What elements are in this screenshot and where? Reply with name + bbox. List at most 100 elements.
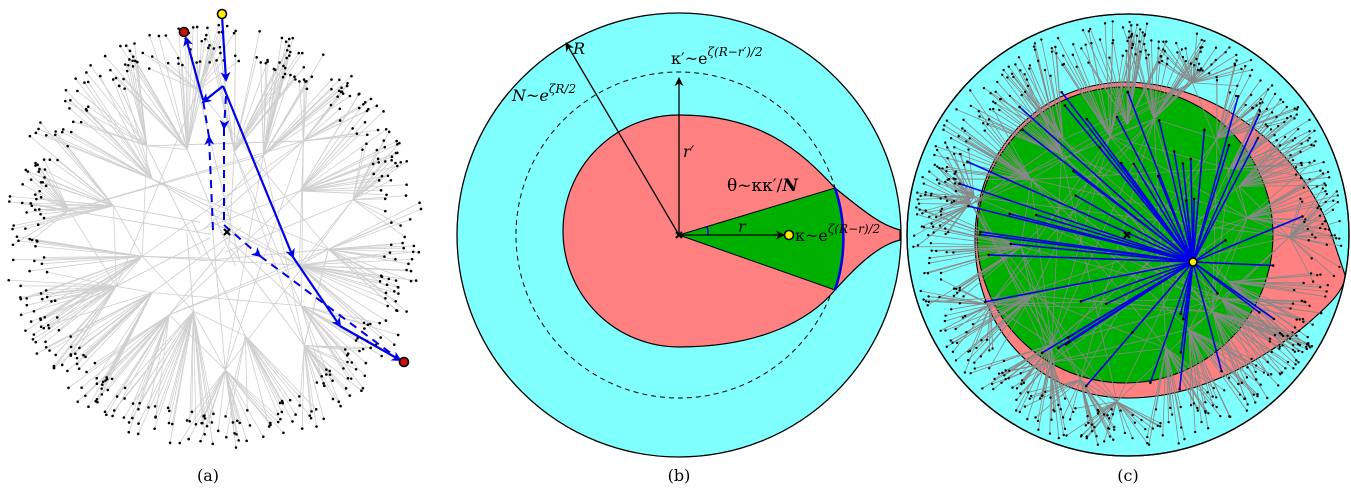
node bbox=[1132, 162, 1136, 166]
node bbox=[1255, 104, 1258, 107]
node bbox=[957, 135, 960, 138]
edge bbox=[970, 344, 1052, 374]
node bbox=[40, 297, 44, 301]
node bbox=[309, 416, 313, 420]
node bbox=[1145, 22, 1149, 25]
edge bbox=[922, 176, 972, 205]
edge bbox=[86, 110, 153, 180]
edge bbox=[74, 286, 117, 354]
node bbox=[1084, 384, 1088, 388]
edge bbox=[919, 209, 1022, 248]
node bbox=[1254, 364, 1258, 367]
node bbox=[1056, 36, 1060, 40]
edge bbox=[299, 264, 389, 280]
node bbox=[1314, 140, 1317, 143]
node bbox=[105, 413, 108, 417]
edge bbox=[299, 142, 400, 192]
node bbox=[85, 370, 88, 374]
blue-edge bbox=[988, 254, 1194, 263]
node bbox=[1007, 377, 1010, 380]
node bbox=[1057, 346, 1060, 350]
node bbox=[1095, 435, 1098, 438]
node bbox=[377, 161, 381, 164]
edge bbox=[1228, 281, 1291, 309]
node bbox=[1034, 416, 1037, 419]
node bbox=[1158, 61, 1161, 64]
node bbox=[1236, 84, 1239, 87]
edge bbox=[26, 205, 114, 213]
edge bbox=[197, 24, 220, 91]
node bbox=[919, 194, 922, 198]
node bbox=[1111, 41, 1114, 45]
edge bbox=[328, 222, 392, 250]
node bbox=[1233, 62, 1236, 65]
node bbox=[944, 180, 947, 184]
edge bbox=[1109, 57, 1128, 125]
node bbox=[969, 89, 972, 92]
node bbox=[946, 146, 949, 149]
blue-edge bbox=[1173, 151, 1194, 263]
node bbox=[164, 34, 168, 37]
node bbox=[1063, 397, 1067, 400]
node bbox=[354, 367, 358, 371]
edge bbox=[146, 145, 188, 150]
path-solid-5 bbox=[292, 256, 342, 328]
node bbox=[944, 195, 947, 199]
node bbox=[302, 78, 306, 81]
blue-edge bbox=[1085, 261, 1194, 387]
node bbox=[1319, 285, 1322, 289]
node bbox=[1308, 304, 1311, 308]
edge bbox=[1061, 139, 1064, 155]
edge bbox=[931, 246, 1022, 252]
node bbox=[281, 401, 284, 405]
path-dashed-1 bbox=[219, 95, 230, 130]
node bbox=[1023, 90, 1027, 94]
edge bbox=[953, 246, 1022, 289]
node bbox=[1085, 435, 1088, 438]
edge bbox=[1104, 23, 1111, 137]
node bbox=[949, 137, 953, 140]
edge bbox=[929, 246, 1022, 259]
node bbox=[1245, 376, 1249, 379]
node bbox=[945, 170, 948, 173]
edge bbox=[1247, 160, 1315, 219]
node bbox=[1028, 397, 1031, 400]
node bbox=[238, 421, 242, 425]
node bbox=[363, 120, 367, 124]
edge bbox=[299, 345, 305, 406]
node bbox=[1255, 378, 1258, 381]
node bbox=[954, 327, 957, 331]
node bbox=[1228, 46, 1231, 49]
edge bbox=[328, 218, 411, 250]
node bbox=[963, 314, 967, 318]
node bbox=[1297, 361, 1300, 364]
node bbox=[225, 435, 228, 439]
node bbox=[351, 127, 354, 130]
edge bbox=[1238, 161, 1324, 187]
label-kappa-prime-base: κ′~e bbox=[671, 49, 708, 68]
node bbox=[1161, 434, 1164, 437]
node bbox=[1063, 427, 1067, 431]
edge bbox=[43, 205, 114, 219]
edge bbox=[1085, 44, 1111, 137]
node bbox=[1184, 59, 1188, 63]
edge bbox=[1019, 70, 1062, 155]
node bbox=[1080, 47, 1083, 50]
edge bbox=[972, 295, 1033, 325]
edge bbox=[1238, 184, 1326, 187]
edge bbox=[986, 304, 992, 340]
node bbox=[955, 287, 958, 291]
edge bbox=[940, 246, 1022, 274]
node bbox=[338, 107, 342, 111]
blue-edge bbox=[1157, 175, 1194, 263]
node bbox=[1147, 443, 1151, 446]
node bbox=[168, 409, 171, 413]
edge bbox=[352, 162, 396, 200]
panel-a-caption: (a) bbox=[197, 466, 219, 485]
node bbox=[131, 416, 134, 420]
node bbox=[331, 397, 335, 401]
node bbox=[218, 45, 222, 49]
node bbox=[42, 326, 46, 330]
node bbox=[927, 295, 930, 298]
edge bbox=[1165, 348, 1198, 409]
